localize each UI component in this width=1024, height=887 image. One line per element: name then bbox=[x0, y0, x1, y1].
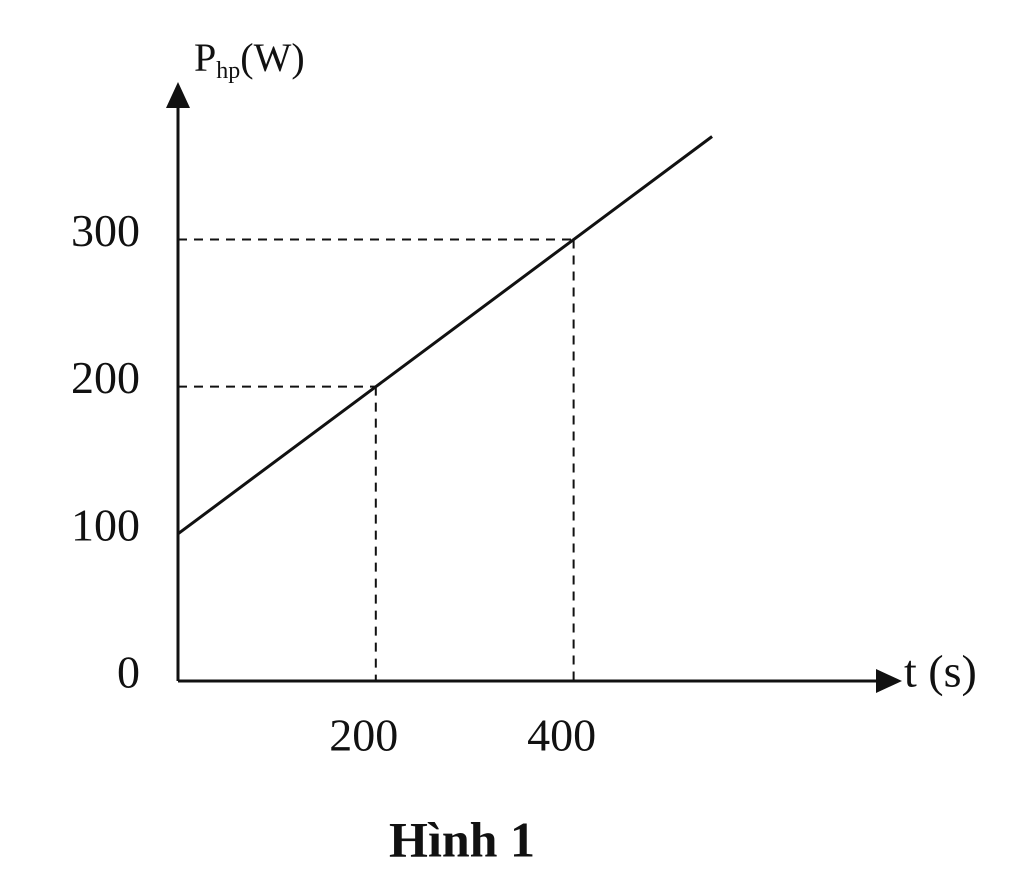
x-tick-label: 400 bbox=[527, 710, 596, 761]
y-tick-label: 300 bbox=[71, 205, 140, 256]
x-axis-arrow bbox=[876, 669, 902, 693]
caption: Hình 1 bbox=[389, 811, 535, 867]
x-axis-label: t (s) bbox=[904, 646, 977, 697]
data-line bbox=[177, 135, 713, 536]
y-axis-label: Php(W) bbox=[194, 35, 305, 83]
y-axis-arrow bbox=[166, 82, 190, 108]
y-tick-label: 0 bbox=[117, 647, 140, 698]
y-tick-label: 100 bbox=[71, 499, 140, 550]
x-tick-label: 200 bbox=[329, 710, 398, 761]
y-tick-label: 200 bbox=[71, 352, 140, 403]
